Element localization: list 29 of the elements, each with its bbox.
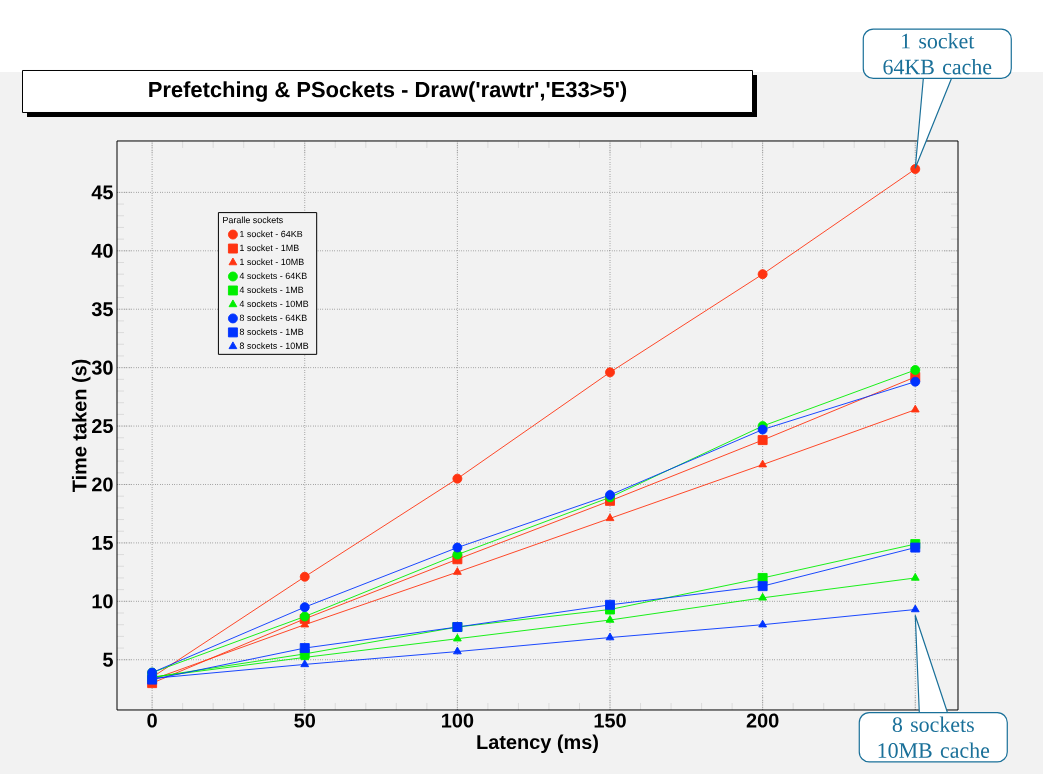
legend-label: 8 sockets - 10MB bbox=[239, 342, 309, 349]
chart-title: Prefetching & PSockets - Draw('rawtr','E33>5') bbox=[149, 81, 627, 102]
legend-label: 4 sockets - 10MB bbox=[239, 300, 309, 308]
y-axis-title: Time taken (s) bbox=[71, 359, 91, 493]
legend-label: 1 socket - 1MB bbox=[240, 244, 299, 252]
y-tick-label: 25 bbox=[92, 419, 113, 434]
x-axis-title: Latency (ms) bbox=[477, 734, 598, 754]
y-tick-label: 45 bbox=[91, 185, 113, 200]
y-tick-label: 20 bbox=[92, 477, 113, 492]
x-tick-label: 100 bbox=[442, 713, 474, 728]
x-tick-label: 50 bbox=[294, 713, 316, 728]
y-tick-label: 15 bbox=[92, 535, 113, 550]
y-tick-label: 5 bbox=[103, 652, 113, 667]
y-tick-label: 40 bbox=[91, 243, 113, 258]
annotation: 1 socket 64KB cache bbox=[883, 33, 992, 75]
x-tick-label: 0 bbox=[147, 713, 157, 728]
annotation: 8 sockets 10MB cache bbox=[878, 716, 990, 758]
legend-label: 8 sockets - 64KB bbox=[239, 314, 307, 322]
legend-label: 4 sockets - 64KB bbox=[239, 272, 307, 280]
legend-label: 1 socket - 10MB bbox=[240, 258, 304, 266]
legend-label: 4 sockets - 1MB bbox=[239, 286, 304, 294]
legend-title: Paralle sockets bbox=[223, 216, 283, 224]
x-tick-label: 150 bbox=[594, 713, 626, 728]
x-tick-label: 200 bbox=[746, 713, 779, 728]
y-tick-label: 35 bbox=[91, 302, 113, 317]
legend-label: 8 sockets - 1MB bbox=[239, 328, 304, 335]
legend-label: 1 socket - 64KB bbox=[240, 230, 303, 238]
y-tick-label: 30 bbox=[91, 360, 113, 375]
y-tick-label: 10 bbox=[92, 594, 113, 609]
